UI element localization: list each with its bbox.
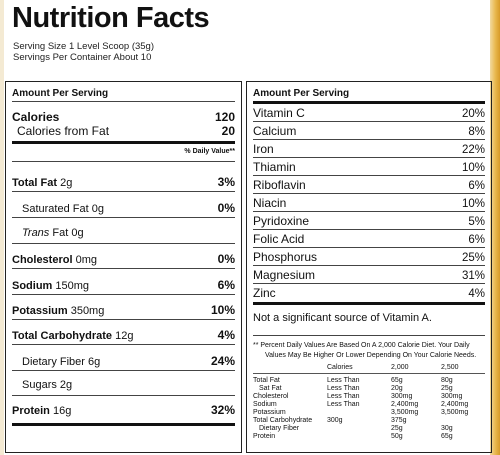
divider-thick	[253, 101, 485, 104]
divider	[12, 217, 235, 218]
divider	[253, 283, 485, 284]
divider-thick	[12, 423, 235, 426]
divider	[12, 243, 235, 244]
nutrient-row-protein: Protein 16g 32%	[12, 403, 235, 417]
table-header: 2,500	[441, 364, 459, 371]
divider	[253, 211, 485, 212]
divider	[253, 121, 485, 122]
nutrient-row-dietary-fiber: Dietary Fiber 6g 24%	[22, 354, 235, 368]
divider	[253, 175, 485, 176]
not-significant-note: Not a significant source of Vitamin A.	[253, 312, 432, 324]
divider-thick	[253, 302, 485, 305]
divider	[253, 229, 485, 230]
table-cell: 80g	[441, 377, 453, 384]
table-cell: Less Than	[327, 401, 360, 408]
nutrient-row-sodium: Sodium 150mg 6%	[12, 278, 235, 292]
nutrient-row-cholesterol: Cholesterol 0mg 0%	[12, 252, 235, 266]
footnote-line-2: Values May Be Higher Or Lower Depending …	[265, 352, 477, 359]
package-edge	[490, 0, 500, 455]
nutrient-row-total-carbohydrate: Total Carbohydrate 12g 4%	[12, 328, 235, 342]
table-cell: 300mg	[391, 393, 413, 400]
label-title: Nutrition Facts	[12, 2, 210, 34]
table-cell: Cholesterol	[253, 393, 289, 400]
servings-per-container: Servings Per Container About 10	[13, 52, 152, 63]
vitamin-row: Magnesium 31%	[253, 268, 485, 282]
divider	[253, 373, 485, 374]
table-cell: 3,500mg	[441, 409, 469, 416]
divider	[12, 101, 235, 102]
nutrient-row-sugars: Sugars 2g	[22, 379, 73, 391]
table-cell: 65g	[391, 377, 403, 384]
table-cell: Potassium	[253, 409, 286, 416]
table-cell: Sodium	[253, 401, 277, 408]
table-cell: 30g	[441, 425, 453, 432]
table-cell: 2,400mg	[391, 401, 419, 408]
divider	[253, 335, 485, 336]
table-cell: 25g	[441, 385, 453, 392]
divider	[253, 139, 485, 140]
divider	[12, 294, 235, 295]
table-cell: 375g	[391, 417, 407, 424]
vitamin-row: Folic Acid 6%	[253, 232, 485, 246]
table-cell: 50g	[391, 433, 403, 440]
divider	[253, 193, 485, 194]
serving-size: Serving Size 1 Level Scoop (35g)	[13, 41, 154, 52]
table-header: Calories	[327, 364, 353, 371]
nutrient-row-trans-fat: Trans Fat 0g	[22, 227, 84, 239]
vitamin-row: Iron 22%	[253, 142, 485, 156]
vitamin-row: Phosphorus 25%	[253, 250, 485, 264]
table-cell: Dietary Fiber	[259, 425, 300, 432]
daily-value-header: % Daily Value**	[184, 148, 235, 155]
table-cell: 25g	[391, 425, 403, 432]
divider	[12, 268, 235, 269]
amount-per-serving-header: Amount Per Serving	[253, 88, 350, 99]
table-cell: Total Fat	[253, 377, 280, 384]
table-cell: Sat Fat	[259, 385, 282, 392]
divider	[12, 370, 235, 371]
vitamin-row: Calcium 8%	[253, 124, 485, 138]
vitamin-row: Zinc 4%	[253, 286, 485, 300]
macronutrient-panel: Amount Per Serving Calories 120 Calories…	[5, 81, 242, 453]
divider	[12, 319, 235, 320]
divider	[253, 157, 485, 158]
table-cell: 300g	[327, 417, 343, 424]
table-cell: 2,400mg	[441, 401, 469, 408]
page-edge-left	[0, 0, 4, 455]
nutrient-row-potassium: Potassium 350mg 10%	[12, 303, 235, 317]
divider	[12, 344, 235, 345]
divider	[12, 395, 235, 396]
table-header: 2,000	[391, 364, 409, 371]
footnote-line-1: ** Percent Daily Values Are Based On A 2…	[253, 342, 470, 349]
vitamin-row: Niacin 10%	[253, 196, 485, 210]
nutrient-row-total-fat: Total Fat 2g 3%	[12, 175, 235, 189]
vitamin-row: Vitamin C 20%	[253, 106, 485, 120]
table-cell: Less Than	[327, 377, 360, 384]
calories-from-fat-row: Calories from Fat 20	[17, 124, 235, 138]
divider	[12, 161, 235, 162]
divider	[253, 265, 485, 266]
table-cell: 20g	[391, 385, 403, 392]
divider-thick	[12, 141, 235, 144]
vitamin-mineral-panel: Amount Per Serving Vitamin C 20% Calcium 8…	[246, 81, 492, 453]
nutrient-row-saturated-fat: Saturated Fat 0g 0%	[22, 201, 235, 215]
table-cell: 3,500mg	[391, 409, 419, 416]
vitamin-row: Pyridoxine 5%	[253, 214, 485, 228]
table-cell: Total Carbohydrate	[253, 417, 313, 424]
calories-row: Calories 120	[12, 110, 235, 124]
vitamin-row: Riboflavin 6%	[253, 178, 485, 192]
table-cell: 300mg	[441, 393, 463, 400]
table-cell: Less Than	[327, 393, 360, 400]
amount-per-serving-header: Amount Per Serving	[12, 88, 109, 99]
table-cell: Less Than	[327, 385, 360, 392]
divider	[12, 191, 235, 192]
divider	[253, 247, 485, 248]
vitamin-row: Thiamin 10%	[253, 160, 485, 174]
table-cell: Protein	[253, 433, 276, 440]
table-cell: 65g	[441, 433, 453, 440]
